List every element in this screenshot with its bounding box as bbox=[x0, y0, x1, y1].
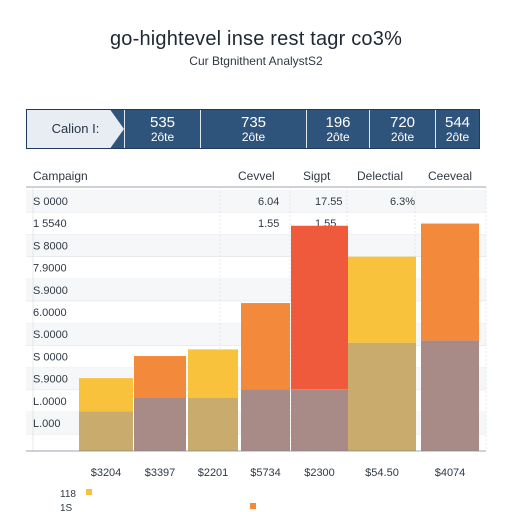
bar-lower-2 bbox=[134, 398, 186, 451]
bar-upper-4 bbox=[241, 303, 290, 390]
x-category-label-2: $3397 bbox=[145, 467, 176, 479]
table-stripe bbox=[26, 234, 486, 257]
y-tick-label: S 8000 bbox=[33, 240, 68, 252]
bar-lower-4 bbox=[241, 389, 290, 451]
bar-lower-3 bbox=[188, 398, 238, 451]
legend-row-label-2: 1S bbox=[60, 503, 73, 512]
bar-upper-1 bbox=[79, 378, 133, 412]
kpi-card-4[interactable]: 720 2ôte bbox=[369, 110, 435, 148]
x-category-label-7: $4074 bbox=[435, 467, 466, 479]
x-category-label-1: $3204 bbox=[91, 467, 122, 479]
y-tick-label: S 0000 bbox=[33, 351, 68, 363]
chart-subtitle: Cur Btgnithent AnalystS2 bbox=[189, 54, 323, 68]
x-category-label-5: $2300 bbox=[304, 467, 335, 479]
legend-marker bbox=[250, 503, 256, 509]
table-stripe bbox=[26, 190, 486, 213]
y-tick-label: S.0000 bbox=[33, 329, 68, 341]
kpi-card-5[interactable]: 544 2ôte bbox=[435, 110, 479, 148]
y-tick-label: 7.9000 bbox=[33, 263, 67, 275]
y-tick-label: L.000 bbox=[33, 418, 61, 430]
column-header-2: Cevvel bbox=[238, 169, 275, 183]
chart-title: go-hightevel inse rest tagr co3% bbox=[109, 28, 403, 50]
legend-row-label-1: 118 bbox=[60, 489, 76, 500]
kpi-card-3[interactable]: 196 2ôte bbox=[306, 110, 369, 148]
y-tick-label: S.9000 bbox=[33, 374, 68, 386]
kpi-sub-3: 2ôte bbox=[326, 130, 350, 144]
y-tick-label: 1 5540 bbox=[33, 218, 67, 230]
kpi-sub-4: 2ôte bbox=[390, 130, 415, 144]
kpi-summary-bar: Calion I: 535 2ôte 735 2ôte 196 2ôte 720… bbox=[26, 109, 480, 149]
y-tick-label: S 0000 bbox=[33, 196, 68, 208]
table-stripe bbox=[26, 278, 486, 301]
kpi-value-3: 196 bbox=[325, 114, 351, 131]
bar-lower-6 bbox=[348, 342, 416, 451]
bar-upper-5 bbox=[291, 225, 348, 390]
kpi-card-1[interactable]: 535 2ôte bbox=[124, 110, 200, 148]
column-header-4: Delectial bbox=[357, 169, 403, 183]
kpi-value-5: 544 bbox=[444, 114, 471, 131]
kpi-value-1: 535 bbox=[149, 114, 176, 131]
bar-upper-3 bbox=[188, 349, 238, 398]
value-label: 6.3% bbox=[390, 196, 415, 208]
kpi-value-2: 735 bbox=[240, 114, 267, 131]
kpi-sub-2: 2ôte bbox=[241, 130, 266, 144]
bar-upper-6 bbox=[348, 256, 416, 343]
bar-lower-7 bbox=[421, 340, 479, 451]
bar-lower-1 bbox=[79, 411, 133, 451]
bar-upper-7 bbox=[421, 223, 479, 341]
kpi-sub-1: 2ôte bbox=[150, 130, 175, 144]
kpi-sub-5: 2ôte bbox=[445, 130, 470, 144]
value-label: 17.55 bbox=[315, 196, 343, 208]
value-label: 6.04 bbox=[258, 196, 279, 208]
x-category-label-3: $2201 bbox=[198, 467, 229, 479]
kpi-value-4: 720 bbox=[389, 114, 416, 131]
y-tick-label: L.0000 bbox=[33, 396, 67, 408]
bar-upper-2 bbox=[134, 356, 186, 398]
column-header-5: Ceeveal bbox=[428, 169, 472, 183]
bar-lower-5 bbox=[291, 389, 348, 451]
kpi-card-2[interactable]: 735 2ôte bbox=[200, 110, 306, 148]
x-category-label-6: $54.50 bbox=[365, 467, 399, 479]
value-label: 1.55 bbox=[258, 218, 279, 230]
column-header-3: Sigpt bbox=[303, 169, 331, 183]
legend-marker bbox=[86, 489, 92, 495]
y-tick-label: S.9000 bbox=[33, 285, 68, 297]
column-header-1: Campaign bbox=[33, 169, 88, 183]
y-tick-label: 6.0000 bbox=[33, 307, 67, 319]
x-category-label-4: $5734 bbox=[250, 467, 281, 479]
kpi-label: Calion I: bbox=[27, 110, 124, 148]
